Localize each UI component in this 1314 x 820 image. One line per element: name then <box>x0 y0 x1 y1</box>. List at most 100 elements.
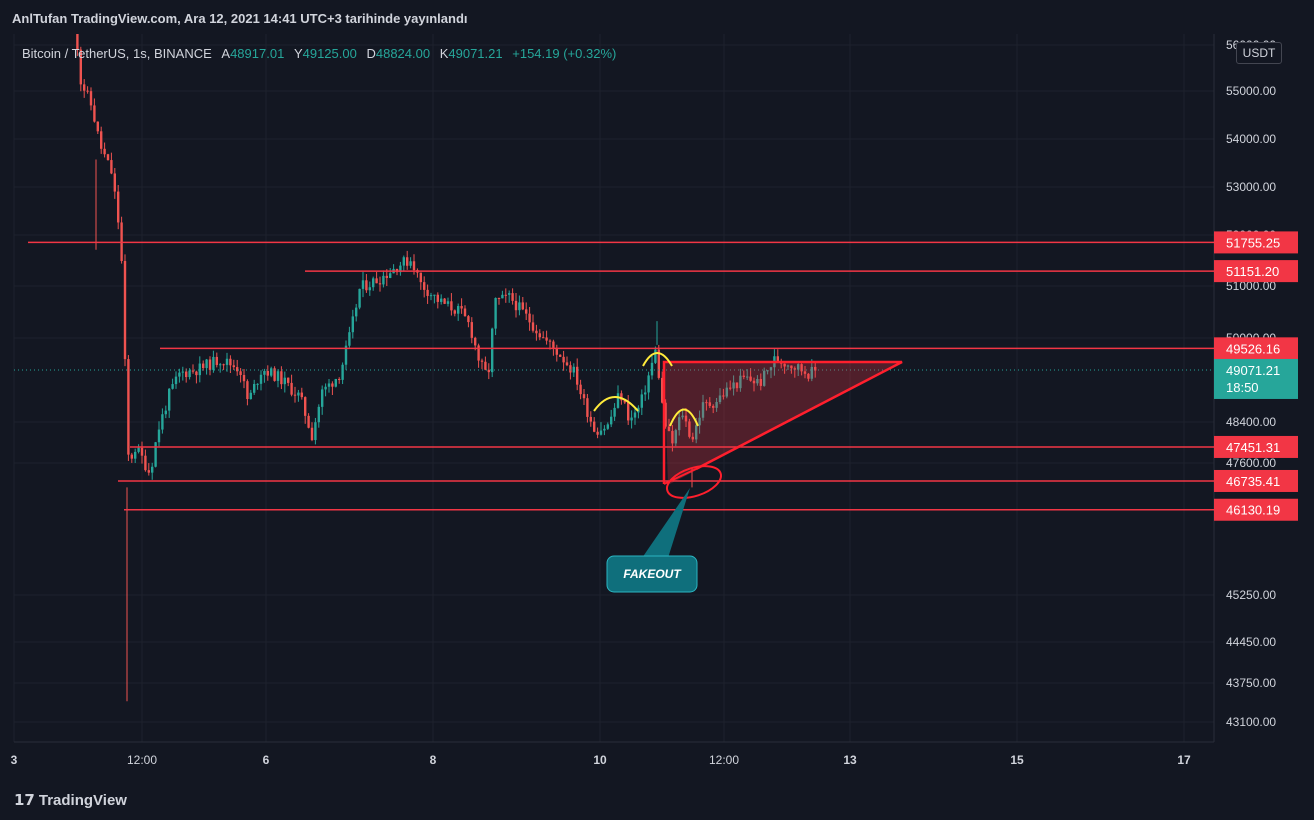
triangle-outline <box>662 360 903 484</box>
candle-body <box>790 365 793 369</box>
candle-body <box>491 328 494 373</box>
fakeout-ellipse <box>666 465 722 499</box>
candle-body <box>718 395 722 403</box>
left-shoulder-arc <box>593 396 639 412</box>
time-tick-label: 13 <box>843 753 857 767</box>
candle-body <box>344 345 348 365</box>
candle-body <box>691 436 694 440</box>
candle-body <box>783 363 786 367</box>
time-tick-label: 15 <box>1010 753 1024 767</box>
candle-body <box>382 275 385 285</box>
candle-body <box>174 376 178 385</box>
candle-body <box>552 341 555 348</box>
candle-body <box>259 374 263 384</box>
candle-body <box>287 377 290 383</box>
candle-body <box>249 392 252 400</box>
candle-body <box>803 371 807 374</box>
price-tick-label: 55000.00 <box>1226 84 1276 98</box>
candle-body <box>202 363 205 369</box>
candle-body <box>501 294 504 299</box>
close-value: 49071.21 <box>448 46 503 61</box>
candle-body <box>198 363 201 376</box>
candle-body <box>582 394 586 399</box>
candle-body <box>426 289 429 296</box>
candle-body <box>681 415 684 418</box>
candle-body <box>531 322 535 331</box>
publish-header: AnlTufan TradingView.com, Ara 12, 2021 1… <box>0 0 1314 34</box>
candle-body <box>725 387 728 397</box>
candle-body <box>650 362 654 376</box>
candle-body <box>487 369 490 373</box>
candle-body <box>542 337 545 339</box>
tradingview-logo[interactable]: 17 TradingView <box>14 791 127 809</box>
candle-body <box>457 306 460 314</box>
change-value: +154.19 (+0.32%) <box>512 46 617 61</box>
candle-body <box>565 362 569 366</box>
candle-body <box>443 298 446 304</box>
candle-body <box>688 421 691 437</box>
candle-body <box>178 372 181 377</box>
candle-body <box>314 422 317 441</box>
candle-body <box>429 295 433 297</box>
candle-body <box>596 431 599 435</box>
candle-body <box>130 454 133 459</box>
candle-body <box>701 402 705 418</box>
tradingview-logo-icon: 17 <box>14 791 35 809</box>
candle-body <box>117 191 120 223</box>
candle-body <box>79 49 82 85</box>
candle-body <box>535 330 538 334</box>
candle-body <box>151 466 154 473</box>
price-chart[interactable]: 56000.0055000.0054000.0053000.0052000.00… <box>0 34 1314 776</box>
candle-body <box>538 333 541 338</box>
candle-body <box>514 300 518 311</box>
candle-body <box>671 430 674 444</box>
candle-body <box>695 425 698 440</box>
candle-body <box>749 376 752 381</box>
currency-button[interactable]: USDT <box>1236 42 1282 64</box>
candle-body <box>123 261 127 360</box>
candle-body <box>327 383 331 387</box>
high-value: 49125.00 <box>302 46 357 61</box>
candle-body <box>562 356 565 363</box>
time-tick-label: 8 <box>430 753 437 767</box>
candle-body <box>215 356 218 365</box>
candle-body <box>375 278 378 284</box>
candle-body <box>589 416 592 422</box>
candle-body <box>389 273 392 278</box>
candle-body <box>735 382 739 389</box>
candle-body <box>480 360 484 362</box>
candle-body <box>674 430 677 444</box>
candle-body <box>797 364 800 370</box>
candle-body <box>504 294 507 296</box>
candle-body <box>576 366 579 385</box>
candle-body <box>185 371 188 378</box>
candle-body <box>593 421 596 432</box>
candle-body <box>225 358 229 365</box>
candle-body <box>290 382 293 395</box>
candle-body <box>623 400 626 403</box>
candle-body <box>334 378 337 387</box>
time-tick-label: 6 <box>263 753 270 767</box>
candle-body <box>253 383 256 393</box>
candle-body <box>348 332 351 346</box>
symbol-name[interactable]: Bitcoin / TetherUS, 1s, BINANCE <box>22 46 212 61</box>
candle-body <box>436 294 439 302</box>
candle-body <box>365 280 368 291</box>
candle-body <box>246 381 249 400</box>
candle-body <box>385 275 388 278</box>
candle-body <box>76 34 79 50</box>
candle-body <box>776 356 779 363</box>
candle-body <box>616 393 620 408</box>
candle-body <box>569 365 572 373</box>
candle-body <box>96 121 99 132</box>
fakeout-label: FAKEOUT <box>623 567 682 581</box>
candle-body <box>181 371 184 373</box>
price-tick-label: 54000.00 <box>1226 132 1276 146</box>
level-price-label: 46735.41 <box>1226 474 1280 489</box>
candle-body <box>137 447 140 452</box>
candle-body <box>358 288 361 308</box>
candle-body <box>219 364 222 366</box>
candle-body <box>627 402 630 421</box>
candle-body <box>361 280 365 289</box>
candle-body <box>324 386 327 390</box>
